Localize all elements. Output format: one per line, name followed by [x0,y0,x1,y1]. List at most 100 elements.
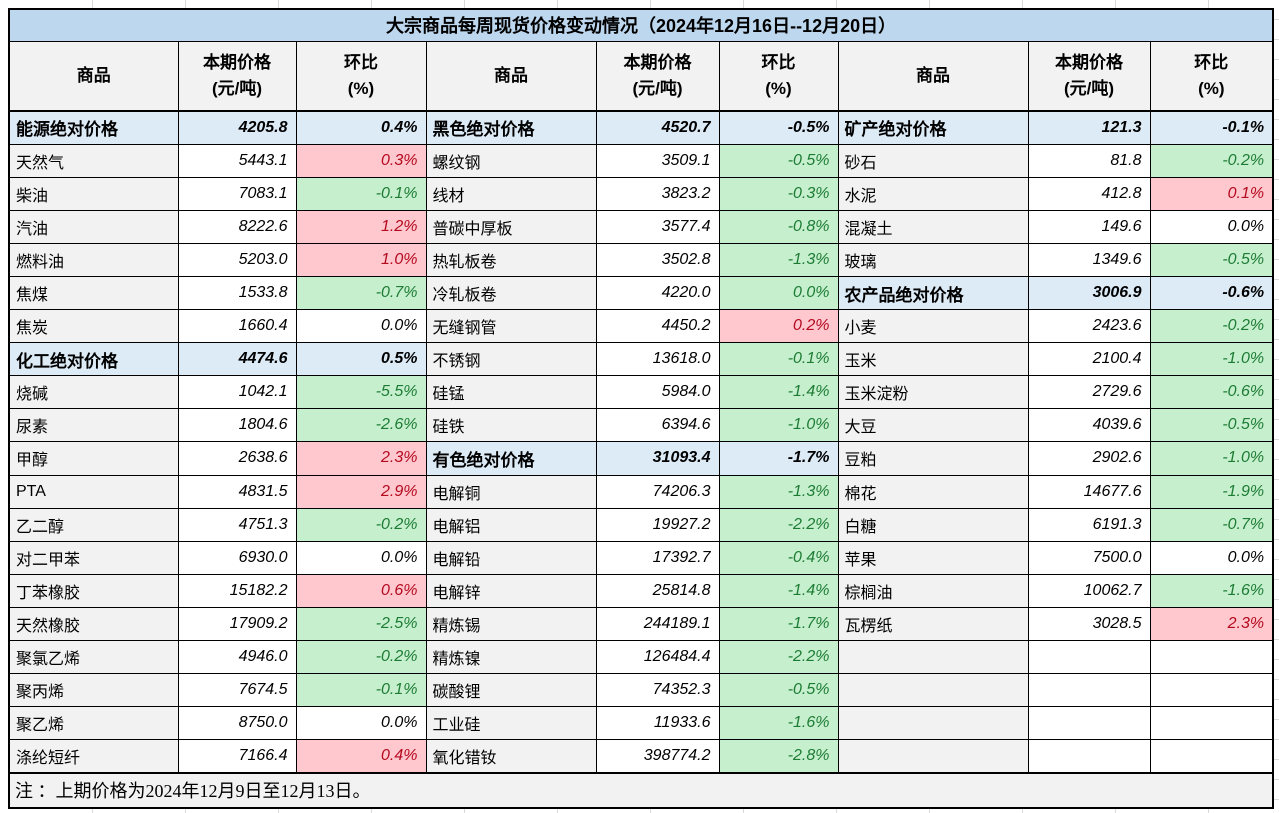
commodity-cell[interactable]: 天然气 [8,143,179,178]
price-cell[interactable]: 17909.2 [177,606,297,642]
pct-cell[interactable]: 1.0% [295,242,427,277]
commodity-cell[interactable]: 大豆 [837,408,1029,443]
pct-cell[interactable]: 0.4% [295,739,427,774]
price-cell[interactable]: 5984.0 [595,375,720,410]
commodity-cell[interactable]: 电解铅 [425,540,597,575]
price-cell[interactable]: 31093.4 [595,441,720,476]
pct-cell[interactable]: -0.8% [718,209,839,244]
commodity-cell[interactable]: 对二甲苯 [8,540,179,575]
header-pct-2[interactable]: 环比 (%) [718,40,839,112]
pct-cell[interactable]: -0.2% [1149,143,1274,178]
pct-cell[interactable]: -5.5% [295,375,427,410]
commodity-cell[interactable]: 丁苯橡胶 [8,573,179,608]
commodity-cell[interactable]: 线材 [425,176,597,211]
commodity-cell[interactable]: 有色绝对价格 [425,441,597,476]
price-cell[interactable]: 7166.4 [177,739,297,774]
pct-cell[interactable]: 2.3% [1149,606,1274,642]
price-cell[interactable]: 6930.0 [177,540,297,575]
pct-cell[interactable]: 0.0% [1149,209,1274,244]
pct-cell[interactable]: 1.2% [295,209,427,244]
price-cell[interactable]: 8750.0 [177,706,297,741]
header-price-1[interactable]: 本期价格 (元/吨) [177,40,297,112]
pct-cell[interactable]: 0.0% [295,540,427,575]
pct-cell[interactable]: -2.2% [718,507,839,542]
pct-cell[interactable]: -0.5% [718,110,839,145]
price-cell[interactable] [1027,639,1151,675]
price-cell[interactable]: 3006.9 [1027,275,1151,311]
commodity-cell[interactable]: 精炼镍 [425,639,597,675]
commodity-cell[interactable]: 汽油 [8,209,179,244]
price-cell[interactable]: 2638.6 [177,441,297,476]
header-price-2[interactable]: 本期价格 (元/吨) [595,40,720,112]
header-commodity-1[interactable]: 商品 [8,40,179,112]
commodity-cell[interactable]: 无缝钢管 [425,309,597,344]
pct-cell[interactable]: 0.5% [295,342,427,377]
pct-cell[interactable]: 0.0% [1149,540,1274,575]
pct-cell[interactable]: 2.9% [295,474,427,509]
table-title[interactable]: 大宗商品每周现货价格变动情况（2024年12月16日--12月20日） [8,8,1274,42]
commodity-cell[interactable]: 硅锰 [425,375,597,410]
commodity-cell[interactable]: 砂石 [837,143,1029,178]
commodity-cell[interactable]: 化工绝对价格 [8,342,179,377]
commodity-cell[interactable]: 黑色绝对价格 [425,110,597,145]
price-cell[interactable]: 5443.1 [177,143,297,178]
pct-cell[interactable]: -2.6% [295,408,427,443]
price-cell[interactable]: 4450.2 [595,309,720,344]
commodity-cell[interactable]: 柴油 [8,176,179,211]
header-price-3[interactable]: 本期价格 (元/吨) [1027,40,1151,112]
pct-cell[interactable]: -0.7% [295,275,427,311]
price-cell[interactable]: 4751.3 [177,507,297,542]
price-cell[interactable]: 74206.3 [595,474,720,509]
pct-cell[interactable]: -0.5% [718,673,839,708]
pct-cell[interactable]: 0.4% [295,110,427,145]
pct-cell[interactable]: -0.3% [718,176,839,211]
commodity-cell[interactable]: 不锈钢 [425,342,597,377]
commodity-cell[interactable]: 电解锌 [425,573,597,608]
pct-cell[interactable]: -1.0% [1149,441,1274,476]
commodity-cell[interactable]: 聚氯乙烯 [8,639,179,675]
commodity-cell[interactable]: 豆粕 [837,441,1029,476]
commodity-cell[interactable]: 农产品绝对价格 [837,275,1029,311]
price-cell[interactable]: 81.8 [1027,143,1151,178]
header-commodity-2[interactable]: 商品 [425,40,597,112]
commodity-cell[interactable]: 涤纶短纤 [8,739,179,774]
commodity-cell[interactable]: 螺纹钢 [425,143,597,178]
price-cell[interactable] [1027,706,1151,741]
commodity-cell[interactable]: 聚丙烯 [8,673,179,708]
price-cell[interactable]: 5203.0 [177,242,297,277]
pct-cell[interactable]: -0.5% [1149,242,1274,277]
price-cell[interactable]: 121.3 [1027,110,1151,145]
price-cell[interactable]: 1804.6 [177,408,297,443]
pct-cell[interactable]: -0.1% [1149,110,1274,145]
pct-cell[interactable]: 2.3% [295,441,427,476]
price-cell[interactable]: 7500.0 [1027,540,1151,575]
commodity-cell[interactable]: 天然橡胶 [8,606,179,642]
pct-cell[interactable]: -1.6% [1149,573,1274,608]
pct-cell[interactable]: 0.2% [718,309,839,344]
price-cell[interactable]: 1042.1 [177,375,297,410]
commodity-cell[interactable]: 电解铜 [425,474,597,509]
pct-cell[interactable]: -1.0% [718,408,839,443]
pct-cell[interactable] [1149,673,1274,708]
commodity-cell[interactable]: 混凝土 [837,209,1029,244]
price-cell[interactable]: 4831.5 [177,474,297,509]
price-cell[interactable]: 2729.6 [1027,375,1151,410]
price-cell[interactable]: 4205.8 [177,110,297,145]
price-cell[interactable]: 4520.7 [595,110,720,145]
pct-cell[interactable]: -0.2% [295,507,427,542]
pct-cell[interactable]: 0.3% [295,143,427,178]
price-cell[interactable]: 7674.5 [177,673,297,708]
price-cell[interactable]: 398774.2 [595,739,720,774]
pct-cell[interactable]: -1.6% [718,706,839,741]
commodity-cell[interactable]: 白糖 [837,507,1029,542]
pct-cell[interactable]: -2.5% [295,606,427,642]
price-cell[interactable]: 13618.0 [595,342,720,377]
price-cell[interactable]: 3577.4 [595,209,720,244]
commodity-cell[interactable] [837,673,1029,708]
commodity-cell[interactable]: 矿产绝对价格 [837,110,1029,145]
price-cell[interactable]: 4474.6 [177,342,297,377]
pct-cell[interactable]: -1.9% [1149,474,1274,509]
commodity-cell[interactable] [837,706,1029,741]
pct-cell[interactable]: -1.3% [718,242,839,277]
price-cell[interactable]: 149.6 [1027,209,1151,244]
